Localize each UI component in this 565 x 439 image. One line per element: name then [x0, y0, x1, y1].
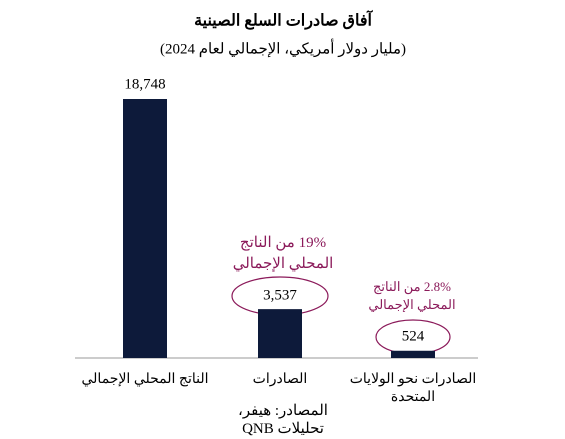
chart-title: آفاق صادرات السلع الصينية — [194, 9, 373, 31]
x-tick-label: الصادرات نحو الولايات المتحدة — [349, 372, 477, 405]
x-tick-label: الصادرات — [252, 372, 308, 387]
bar — [123, 99, 167, 358]
value-label: 524 — [402, 328, 425, 344]
bar — [391, 350, 435, 358]
value-label: 18,748 — [124, 76, 165, 92]
annotation: 2.8% من الناتج المحلي الإجمالي — [368, 279, 456, 312]
source-note: المصادر: هيفر، تحليلات QNB — [238, 403, 328, 437]
bar — [258, 309, 302, 358]
x-tick-label: الناتج المحلي الإجمالي — [81, 372, 209, 387]
value-label: 3,537 — [263, 287, 297, 303]
chart-subtitle: (مليار دولار أمريكي، الإجمالي لعام 2024) — [160, 38, 406, 57]
annotation: 19% من الناتج المحلي الإجمالي — [232, 235, 334, 272]
